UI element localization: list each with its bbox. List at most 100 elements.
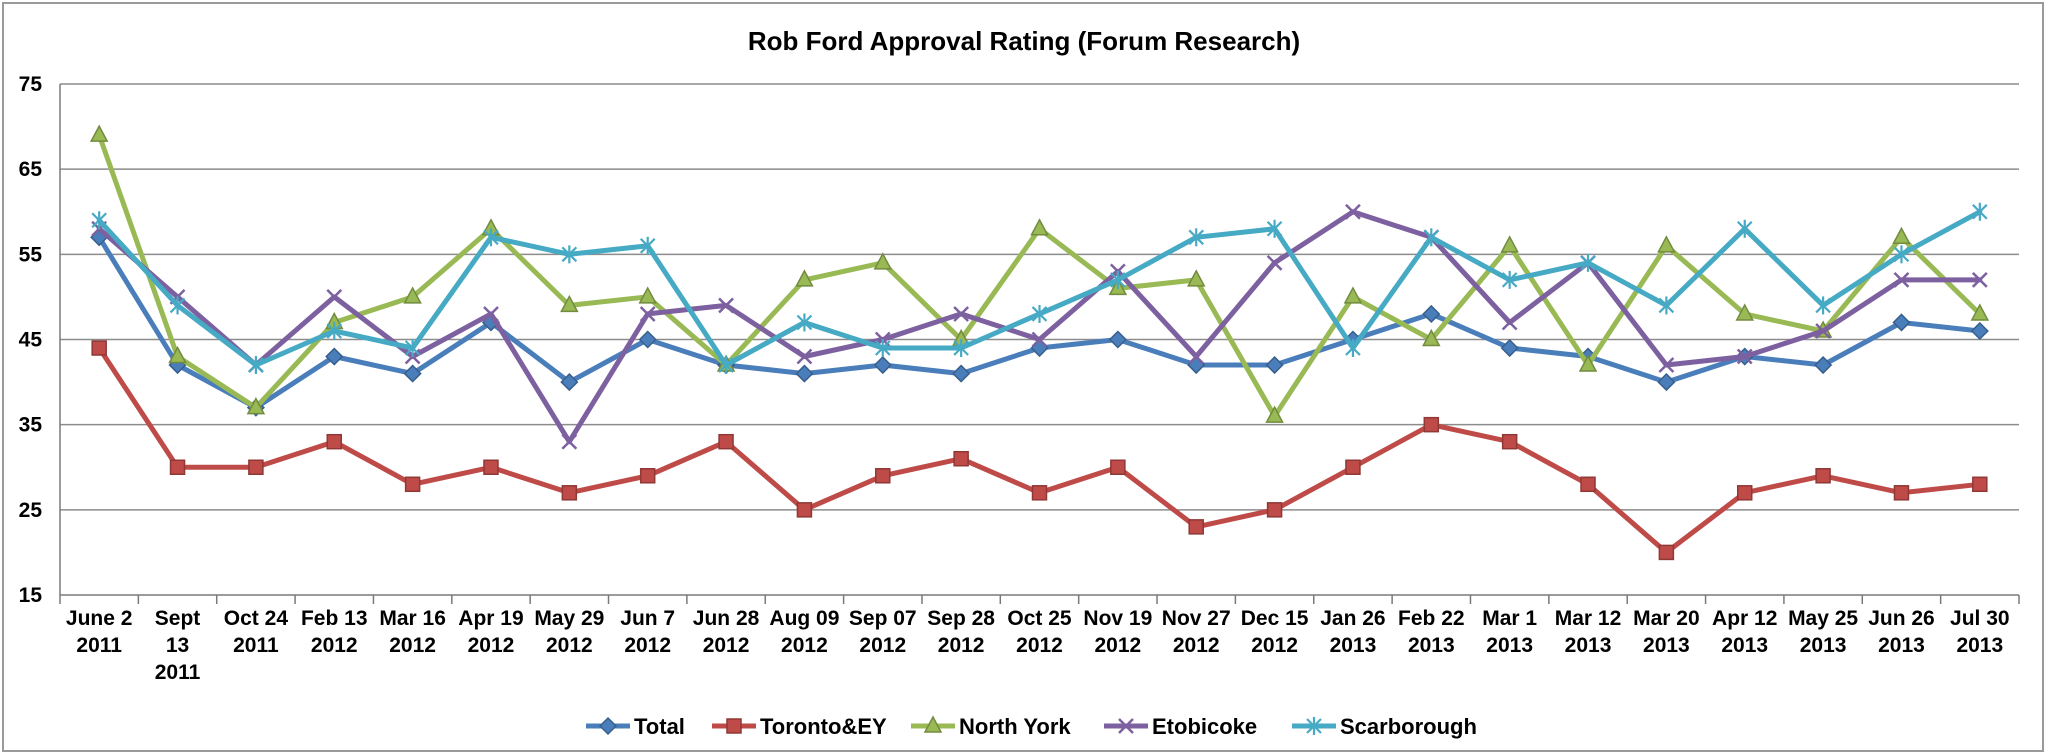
data-point-scarborough: [1188, 228, 1204, 247]
x-tick-label-line: Jun 28: [693, 607, 760, 630]
x-tick-label-line: 2012: [1016, 634, 1063, 657]
data-point-scarborough: [796, 313, 813, 332]
marker-stroke: [561, 433, 578, 450]
data-point-north-york: [1343, 286, 1363, 304]
marker-stroke: [1658, 357, 1675, 373]
y-tick-label: 25: [19, 499, 43, 522]
x-tick-label-line: Sep 28: [927, 607, 995, 630]
y-tick-label: 75: [19, 73, 43, 96]
data-point-scarborough: [1345, 339, 1361, 358]
x-tick-label-line: 2013: [1408, 634, 1455, 657]
x-tick-label-line: Sept: [155, 607, 201, 630]
x-tick-label-line: June 2: [66, 607, 133, 630]
data-point-scarborough: [1266, 219, 1283, 238]
data-point-scarborough: [1736, 219, 1753, 238]
x-tick-label-line: 2012: [1095, 634, 1142, 657]
x-tick-label-line: Nov 27: [1162, 607, 1231, 630]
data-point-scarborough: [1893, 245, 1910, 264]
data-point-total: [1265, 355, 1284, 375]
x-tick-label: Sep 28 2012: [927, 607, 995, 657]
data-point-scarborough: [1658, 296, 1675, 315]
marker-stroke: [796, 348, 813, 365]
data-point-toronto-ey: [1110, 459, 1126, 475]
legend-label: Total: [634, 714, 685, 739]
data-point-north-york: [1030, 218, 1049, 236]
data-point-etobicoke: [1815, 323, 1831, 339]
x-tick-label-line: 2011: [76, 634, 122, 657]
series-north-york: [89, 124, 1990, 423]
marker-stroke: [1971, 271, 1988, 288]
data-point-north-york: [1500, 235, 1519, 253]
marker-stroke: [1893, 271, 1910, 288]
data-point-etobicoke: [796, 348, 813, 365]
data-point-toronto-ey: [1266, 502, 1283, 518]
marker-stroke: [1501, 314, 1518, 331]
legend-item-scarborough: Scarborough: [1292, 714, 1477, 739]
data-point-toronto-ey: [483, 459, 499, 475]
x-tick-label-line: Mar 1: [1482, 607, 1537, 630]
data-point-north-york: [560, 294, 579, 313]
data-point-etobicoke: [1893, 271, 1910, 288]
data-point-etobicoke: [483, 306, 499, 322]
series-lines: [89, 124, 1990, 561]
x-tick-label-line: 2012: [1251, 634, 1298, 657]
x-tick-label-line: 2012: [546, 634, 593, 657]
data-point-total: [1970, 321, 1989, 341]
x-tick-label-line: Jul 30: [1950, 607, 2010, 630]
data-point-scarborough: [404, 339, 421, 358]
data-point-etobicoke: [1971, 271, 1988, 288]
data-point-scarborough: [1972, 202, 1988, 221]
data-point-total: [1422, 304, 1441, 324]
series-scarborough: [91, 202, 1988, 375]
x-tick-label: Jan 26 2013: [1320, 607, 1385, 657]
line-chart: Rob Ford Approval Rating (Forum Research…: [19, 26, 2020, 739]
data-point-scarborough: [169, 296, 186, 315]
data-point-north-york: [89, 124, 109, 142]
data-point-north-york: [795, 269, 814, 287]
x-tick-label: Nov 19 2012: [1083, 607, 1152, 657]
data-point-etobicoke: [953, 306, 970, 322]
data-point-toronto-ey: [1031, 485, 1048, 501]
legend-item-north-york: North York: [911, 714, 1071, 739]
data-point-toronto-ey: [1815, 468, 1831, 484]
x-tick-label-line: Jun 26: [1868, 607, 1935, 630]
series-line-toronto-ey: [96, 345, 1983, 555]
x-tick-label-line: May 25: [1788, 607, 1858, 630]
x-tick-label-line: Oct 25: [1007, 607, 1072, 630]
data-point-scarborough: [483, 228, 499, 247]
marker-stroke: [1031, 331, 1048, 348]
data-point-scarborough: [1501, 270, 1518, 289]
data-point-total: [403, 364, 422, 383]
x-tick-label: Nov 27 2012: [1162, 607, 1231, 657]
data-point-north-york: [1892, 226, 1911, 245]
x-tick-label: Jul 30 2013: [1950, 607, 2010, 657]
x-tick-label-line: 2012: [781, 634, 828, 657]
x-tick-label: May 29 2012: [534, 607, 604, 657]
data-point-north-york: [1186, 269, 1206, 287]
data-point-etobicoke: [1345, 203, 1361, 220]
data-point-north-york: [1970, 303, 1990, 321]
legend-label: Toronto&EY: [760, 714, 887, 739]
legend-marker: [726, 718, 742, 734]
data-point-total: [638, 330, 657, 349]
data-point-toronto-ey: [326, 433, 343, 450]
marker-stroke: [1266, 254, 1283, 271]
x-tick-label-line: 2013: [1643, 634, 1690, 657]
data-point-toronto-ey: [1423, 416, 1440, 433]
data-point-toronto-ey: [1893, 485, 1910, 501]
marker-stroke: [1188, 348, 1205, 365]
data-point-north-york: [168, 345, 187, 364]
x-tick-label-line: 2013: [1721, 634, 1768, 657]
data-point-etobicoke: [1266, 254, 1283, 271]
data-point-north-york: [1735, 303, 1754, 321]
data-point-toronto-ey: [561, 485, 578, 501]
data-point-toronto-ey: [1736, 485, 1753, 501]
legend-label: Etobicoke: [1152, 714, 1257, 739]
x-tick-label-line: 2011: [155, 661, 201, 684]
x-tick-label-line: Sep 07: [849, 607, 917, 630]
chart-title: Rob Ford Approval Rating (Forum Research…: [748, 26, 1300, 56]
x-tick-label-line: 2012: [311, 634, 358, 657]
series-etobicoke: [91, 203, 1988, 450]
x-tick-label: Mar 12 2013: [1555, 607, 1622, 657]
